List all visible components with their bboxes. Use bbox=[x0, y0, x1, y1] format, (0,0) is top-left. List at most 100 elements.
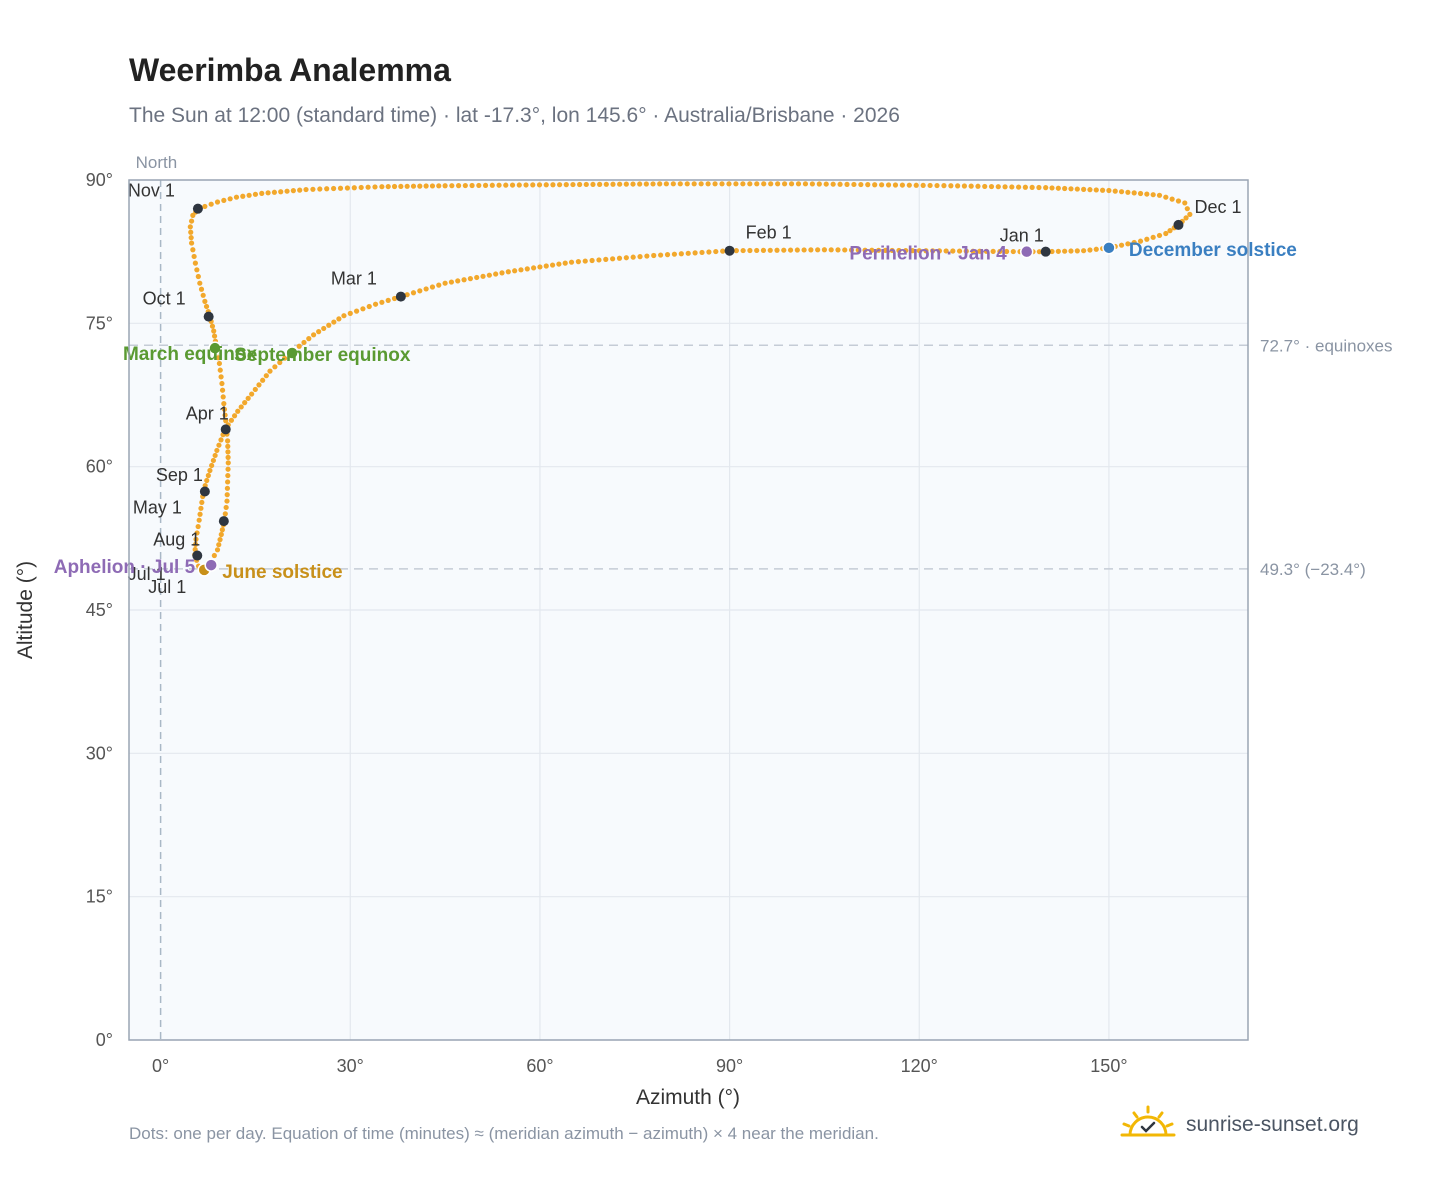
brand-name: sunrise-sunset.org bbox=[1186, 1113, 1359, 1136]
day-dot bbox=[317, 186, 323, 192]
day-dot bbox=[823, 181, 829, 187]
day-dot bbox=[568, 259, 575, 265]
day-dot bbox=[486, 272, 492, 278]
day-dot bbox=[217, 537, 223, 543]
day-dot bbox=[216, 360, 223, 367]
day-dot bbox=[597, 181, 603, 187]
day-dot bbox=[474, 274, 480, 281]
day-dot bbox=[549, 262, 556, 268]
day-dot bbox=[788, 181, 795, 187]
day-dot bbox=[802, 181, 809, 187]
day-dot bbox=[995, 184, 1001, 190]
day-dot bbox=[505, 269, 511, 275]
day-dot bbox=[245, 395, 251, 401]
day-dot bbox=[199, 499, 205, 506]
day-dot bbox=[740, 181, 746, 187]
day-dot bbox=[211, 552, 217, 559]
month-marker bbox=[395, 291, 406, 302]
day-dot bbox=[848, 247, 855, 253]
day-dot bbox=[429, 183, 436, 189]
axis-labels: 0° 30° 60° 90° 120° 150° 0° 15° 30° 45° 60° 75° 90° bbox=[86, 170, 1128, 1076]
day-dot bbox=[372, 301, 379, 307]
day-dot bbox=[787, 247, 794, 253]
day-dot bbox=[643, 181, 649, 187]
day-dot bbox=[366, 303, 372, 310]
day-dot bbox=[543, 263, 549, 269]
day-dot bbox=[557, 182, 563, 188]
day-dot bbox=[795, 181, 802, 187]
day-dot bbox=[188, 218, 195, 224]
day-dot bbox=[260, 377, 266, 383]
day-dot bbox=[385, 183, 391, 190]
day-dot bbox=[842, 247, 848, 253]
day-dot bbox=[1029, 184, 1035, 190]
day-dot bbox=[754, 247, 760, 254]
day-dot bbox=[259, 190, 265, 196]
event-marker bbox=[1102, 241, 1116, 255]
reference-line-label: 72.7° · equinoxes bbox=[1260, 336, 1393, 355]
day-dot bbox=[509, 182, 516, 188]
day-dot bbox=[865, 182, 871, 188]
day-dot bbox=[658, 252, 664, 258]
day-dot bbox=[216, 542, 222, 548]
day-dot bbox=[657, 181, 663, 187]
day-dot bbox=[436, 282, 442, 288]
reference-line-label: 49.3° (−23.4°) bbox=[1260, 560, 1366, 579]
day-dot bbox=[252, 191, 259, 197]
day-dot bbox=[222, 412, 228, 418]
month-label: May 1 bbox=[133, 498, 182, 518]
day-dot bbox=[616, 255, 623, 261]
day-dot bbox=[391, 183, 398, 190]
day-dot bbox=[429, 284, 436, 290]
day-dot bbox=[238, 404, 244, 410]
brand-logo[interactable]: sunrise-sunset.org bbox=[1120, 1103, 1359, 1147]
day-dot bbox=[225, 460, 231, 466]
day-dot bbox=[212, 452, 218, 459]
day-dot bbox=[1081, 186, 1087, 192]
day-dot bbox=[311, 332, 317, 338]
day-dot bbox=[249, 391, 255, 397]
day-dot bbox=[1093, 246, 1099, 252]
day-dot bbox=[202, 203, 208, 210]
day-dot bbox=[706, 249, 712, 255]
day-dot bbox=[1175, 198, 1182, 204]
day-dot bbox=[968, 183, 974, 189]
day-dot bbox=[218, 437, 224, 443]
day-dot bbox=[563, 182, 569, 188]
day-dot bbox=[482, 182, 489, 188]
day-dot bbox=[808, 247, 814, 253]
day-dot bbox=[1081, 248, 1087, 254]
day-dot bbox=[913, 182, 919, 188]
day-dot bbox=[617, 181, 623, 187]
day-dot bbox=[879, 182, 885, 188]
month-marker bbox=[1173, 219, 1184, 230]
day-dot bbox=[417, 183, 423, 189]
day-dot bbox=[211, 328, 217, 334]
day-dot bbox=[214, 447, 220, 454]
day-dot bbox=[358, 184, 364, 191]
day-dot bbox=[303, 186, 309, 193]
day-dot bbox=[1187, 211, 1193, 217]
day-dot bbox=[664, 252, 671, 258]
event-label: December solstice bbox=[1129, 240, 1297, 261]
month-label: Jul 1 bbox=[148, 577, 186, 597]
day-dot bbox=[531, 265, 537, 271]
x-tick-label: 120° bbox=[901, 1056, 938, 1076]
day-dot bbox=[768, 181, 774, 187]
day-dot bbox=[231, 413, 238, 419]
day-dot bbox=[781, 181, 788, 187]
day-dot bbox=[326, 322, 332, 328]
x-tick-label: 30° bbox=[337, 1056, 364, 1076]
event-marker bbox=[1019, 244, 1034, 259]
day-dot bbox=[733, 248, 739, 254]
day-dot bbox=[225, 454, 231, 460]
day-dot bbox=[187, 224, 193, 230]
day-dot bbox=[195, 523, 201, 530]
day-dot bbox=[589, 257, 595, 264]
day-dot bbox=[235, 408, 241, 414]
footer-note: Dots: one per day. Equation of time (min… bbox=[129, 1124, 879, 1143]
plot-frame bbox=[128, 179, 1249, 1041]
day-dot bbox=[385, 297, 391, 303]
day-dot bbox=[630, 181, 636, 187]
